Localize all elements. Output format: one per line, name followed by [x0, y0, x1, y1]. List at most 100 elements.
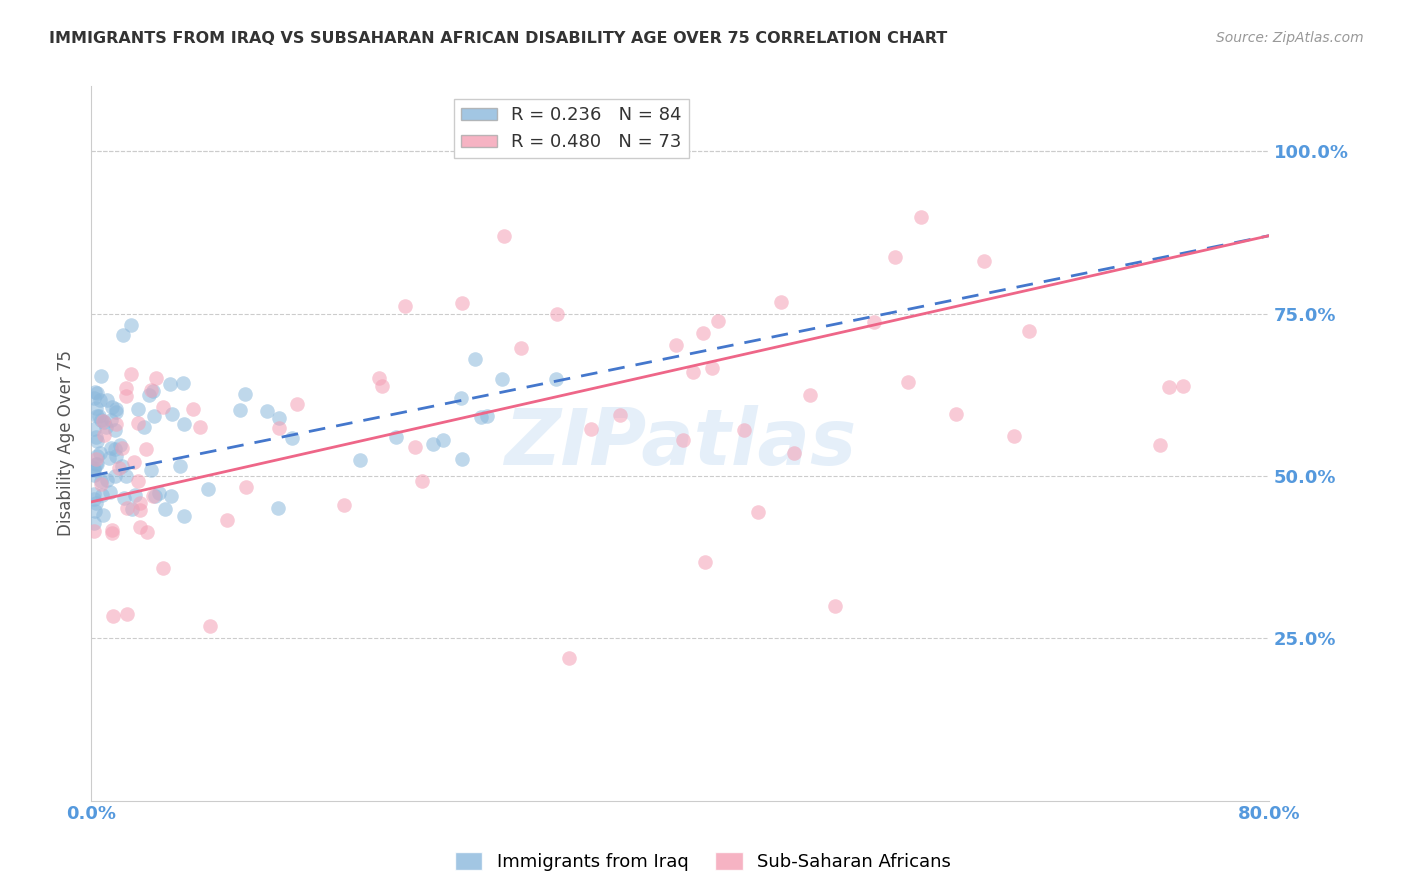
Point	[90, 369, 112, 384]
Point	[422, 437, 444, 451]
Text: ZIPatlas: ZIPatlas	[503, 406, 856, 482]
Point	[160, 489, 183, 503]
Point	[105, 417, 128, 431]
Point	[120, 367, 142, 381]
Point	[139, 463, 162, 477]
Point	[83, 460, 105, 475]
Point	[173, 417, 195, 431]
Point	[100, 525, 122, 540]
Point	[83, 421, 105, 435]
Point	[173, 508, 195, 523]
Point	[884, 251, 907, 265]
Point	[90, 488, 112, 502]
Point	[83, 491, 105, 506]
Point	[101, 400, 124, 414]
Point	[671, 433, 693, 447]
Point	[897, 375, 920, 389]
Point	[104, 442, 127, 456]
Point	[450, 391, 472, 405]
Point	[84, 401, 107, 415]
Point	[733, 423, 755, 437]
Point	[115, 469, 138, 483]
Point	[470, 410, 492, 425]
Point	[128, 495, 150, 509]
Legend: R = 0.236   N = 84, R = 0.480   N = 73: R = 0.236 N = 84, R = 0.480 N = 73	[454, 99, 689, 159]
Point	[105, 449, 128, 463]
Point	[98, 450, 121, 465]
Point	[747, 505, 769, 519]
Point	[1149, 438, 1171, 452]
Point	[142, 489, 165, 503]
Point	[108, 437, 131, 451]
Point	[285, 397, 308, 411]
Point	[198, 619, 221, 633]
Point	[89, 446, 111, 460]
Point	[702, 360, 724, 375]
Point	[83, 524, 105, 538]
Point	[546, 372, 568, 386]
Point	[84, 451, 107, 466]
Point	[127, 474, 149, 488]
Point	[142, 384, 165, 398]
Point	[172, 376, 194, 391]
Point	[1002, 429, 1025, 443]
Point	[973, 254, 995, 268]
Point	[112, 491, 135, 506]
Point	[139, 383, 162, 397]
Point	[235, 480, 257, 494]
Point	[707, 314, 730, 328]
Point	[91, 508, 114, 522]
Point	[281, 432, 304, 446]
Point	[609, 409, 631, 423]
Point	[824, 599, 846, 613]
Point	[100, 412, 122, 426]
Point	[111, 459, 134, 474]
Point	[84, 430, 107, 444]
Point	[181, 402, 204, 417]
Point	[1173, 379, 1195, 393]
Point	[256, 403, 278, 417]
Point	[910, 210, 932, 224]
Point	[86, 386, 108, 401]
Point	[101, 608, 124, 623]
Point	[152, 561, 174, 575]
Point	[121, 501, 143, 516]
Point	[509, 341, 531, 355]
Point	[129, 503, 152, 517]
Point	[1018, 324, 1040, 338]
Legend: Immigrants from Iraq, Sub-Saharan Africans: Immigrants from Iraq, Sub-Saharan Africa…	[449, 845, 957, 879]
Point	[90, 413, 112, 427]
Point	[86, 409, 108, 424]
Point	[349, 452, 371, 467]
Point	[188, 420, 211, 434]
Y-axis label: Disability Age Over 75: Disability Age Over 75	[58, 351, 75, 536]
Point	[394, 299, 416, 313]
Point	[492, 228, 515, 243]
Point	[135, 442, 157, 457]
Point	[83, 467, 105, 482]
Point	[155, 501, 177, 516]
Point	[104, 423, 127, 437]
Point	[138, 388, 160, 402]
Point	[104, 402, 127, 417]
Point	[404, 440, 426, 454]
Point	[84, 457, 107, 471]
Point	[90, 475, 112, 489]
Point	[464, 351, 486, 366]
Text: Source: ZipAtlas.com: Source: ZipAtlas.com	[1216, 31, 1364, 45]
Point	[267, 410, 290, 425]
Point	[491, 372, 513, 386]
Point	[945, 407, 967, 421]
Point	[152, 400, 174, 414]
Point	[94, 420, 117, 434]
Point	[122, 454, 145, 468]
Point	[692, 326, 714, 340]
Point	[770, 294, 793, 309]
Point	[84, 504, 107, 518]
Point	[145, 370, 167, 384]
Point	[229, 403, 252, 417]
Point	[83, 391, 105, 405]
Point	[98, 484, 121, 499]
Point	[86, 434, 108, 449]
Point	[115, 607, 138, 622]
